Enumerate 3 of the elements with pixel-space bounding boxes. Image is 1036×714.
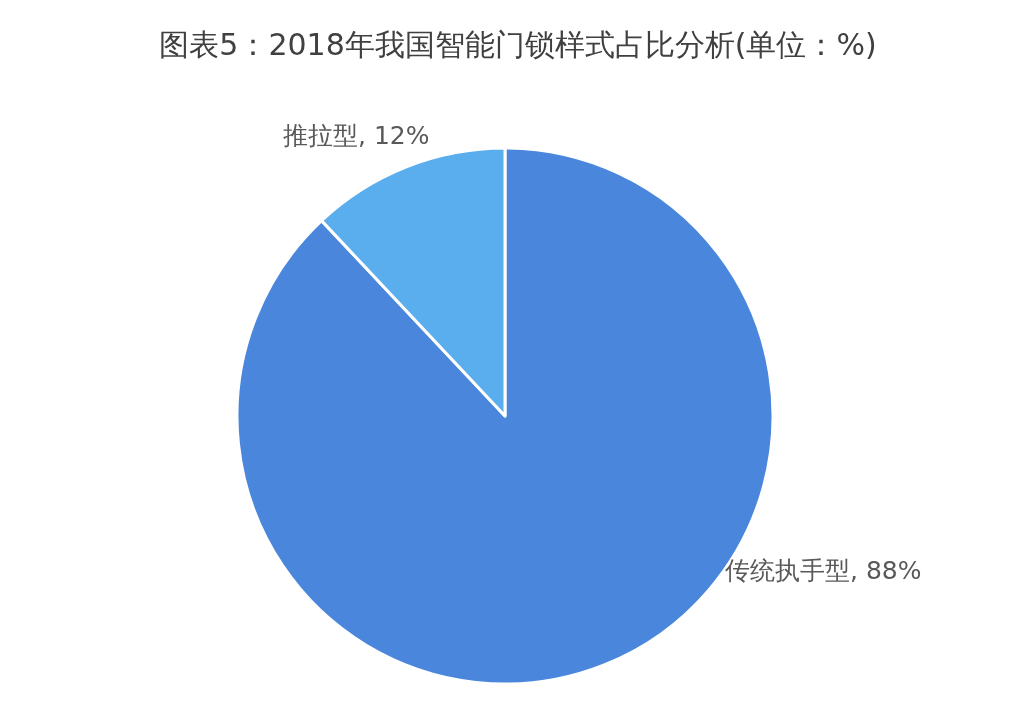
slice-label: 传统执手型, 88% — [725, 555, 922, 585]
chart-title: 图表5：2018年我国智能门锁样式占比分析(单位：%) — [159, 26, 877, 62]
slice-label: 推拉型, 12% — [283, 120, 430, 150]
